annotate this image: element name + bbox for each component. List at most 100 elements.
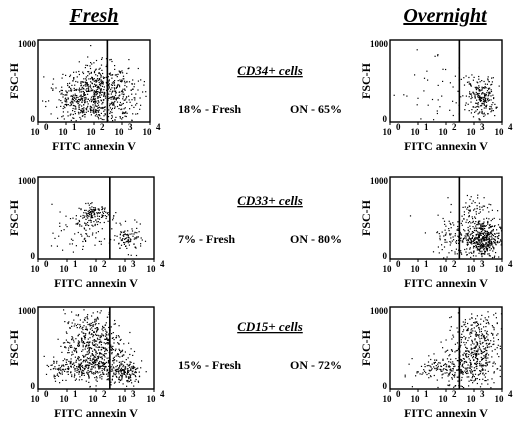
x-tick-exponent: 4 <box>508 122 513 132</box>
x-tick-exponent: 3 <box>131 389 136 399</box>
y-axis-label: FSC-H <box>359 199 373 236</box>
x-tick-label: 10 <box>439 127 449 137</box>
x-tick-exponent: 0 <box>44 389 49 399</box>
x-axis-label: FITC annexin V <box>54 406 138 420</box>
x-tick-label: 10 <box>467 127 477 137</box>
x-tick-exponent: 3 <box>480 259 485 269</box>
x-tick-exponent: 2 <box>102 259 107 269</box>
x-tick-exponent: 2 <box>100 122 105 132</box>
y-tick-label: 0 <box>31 251 36 261</box>
x-tick-exponent: 3 <box>480 389 485 399</box>
y-tick-label: 0 <box>31 381 36 391</box>
x-tick-exponent: 4 <box>508 389 513 399</box>
x-tick-label: 10 <box>147 264 157 274</box>
x-tick-exponent: 2 <box>452 259 457 269</box>
x-axis-label: FITC annexin V <box>404 139 488 153</box>
x-tick-label: 10 <box>31 264 41 274</box>
x-tick-label: 10 <box>89 394 99 404</box>
y-axis-label: FSC-H <box>359 329 373 366</box>
x-tick-label: 10 <box>439 394 449 404</box>
x-tick-exponent: 1 <box>424 389 429 399</box>
y-tick-label: 0 <box>31 114 36 124</box>
scatter-points <box>42 45 147 122</box>
y-tick-label: 1000 <box>18 306 37 316</box>
x-tick-exponent: 1 <box>73 389 78 399</box>
x-tick-exponent: 2 <box>452 389 457 399</box>
x-tick-exponent: 4 <box>160 389 165 399</box>
scatter-points <box>43 309 147 388</box>
fresh-percent-label: 18% - Fresh <box>178 102 241 116</box>
x-tick-label: 10 <box>495 127 505 137</box>
fresh-column-title: Fresh <box>69 5 119 27</box>
x-tick-label: 10 <box>118 264 128 274</box>
x-tick-label: 10 <box>147 394 157 404</box>
row-summary-2: CD15+ cells 15% - Fresh ON - 72% <box>178 319 342 372</box>
x-tick-exponent: 0 <box>396 122 401 132</box>
scatter-points <box>393 49 500 121</box>
overnight-percent-label: ON - 80% <box>290 232 342 246</box>
x-tick-label: 10 <box>411 394 421 404</box>
x-tick-label: 10 <box>118 394 128 404</box>
x-tick-exponent: 1 <box>72 122 77 132</box>
x-tick-exponent: 1 <box>424 259 429 269</box>
x-axis-label: FITC annexin V <box>404 276 488 290</box>
x-tick-label: 10 <box>143 127 153 137</box>
x-tick-label: 10 <box>59 127 69 137</box>
y-tick-label: 1000 <box>18 39 37 49</box>
x-tick-exponent: 3 <box>128 122 133 132</box>
x-tick-exponent: 0 <box>44 259 49 269</box>
x-tick-exponent: 2 <box>102 389 107 399</box>
x-tick-exponent: 3 <box>480 122 485 132</box>
x-tick-label: 10 <box>411 127 421 137</box>
y-tick-label: 1000 <box>370 176 389 186</box>
overnight-percent-label: ON - 65% <box>290 102 342 116</box>
x-tick-exponent: 3 <box>131 259 136 269</box>
x-tick-label: 10 <box>439 264 449 274</box>
x-tick-label: 10 <box>467 394 477 404</box>
x-tick-label: 10 <box>60 394 70 404</box>
x-tick-label: 10 <box>89 264 99 274</box>
x-tick-exponent: 0 <box>396 259 401 269</box>
row-summary-1: CD33+ cells 7% - Fresh ON - 80% <box>178 193 342 246</box>
plot-frame <box>37 176 155 260</box>
x-tick-exponent: 0 <box>396 389 401 399</box>
x-tick-exponent: 0 <box>44 122 49 132</box>
x-tick-exponent: 4 <box>508 259 513 269</box>
x-tick-label: 10 <box>31 127 41 137</box>
y-axis-label: FSC-H <box>359 62 373 99</box>
x-axis-label: FITC annexin V <box>54 276 138 290</box>
row-summary-0: CD34+ cells 18% - Fresh ON - 65% <box>178 63 342 116</box>
x-tick-label: 10 <box>115 127 125 137</box>
x-tick-exponent: 1 <box>424 122 429 132</box>
fresh-percent-label: 15% - Fresh <box>178 358 241 372</box>
population-label: CD15+ cells <box>237 319 303 334</box>
x-axis-label: FITC annexin V <box>404 406 488 420</box>
fresh-percent-label: 7% - Fresh <box>178 232 235 246</box>
x-axis-label: FITC annexin V <box>52 139 136 153</box>
y-axis-label: FSC-H <box>7 199 21 236</box>
y-tick-label: 1000 <box>370 39 389 49</box>
x-tick-label: 10 <box>495 264 505 274</box>
x-tick-label: 10 <box>383 264 393 274</box>
y-tick-label: 1000 <box>370 306 389 316</box>
x-tick-exponent: 1 <box>73 259 78 269</box>
x-tick-label: 10 <box>495 394 505 404</box>
x-tick-label: 10 <box>383 394 393 404</box>
x-tick-exponent: 4 <box>156 122 161 132</box>
y-tick-label: 0 <box>383 381 388 391</box>
y-tick-label: 0 <box>383 114 388 124</box>
overnight-percent-label: ON - 72% <box>290 358 342 372</box>
overnight-column-title: Overnight <box>403 5 488 27</box>
x-tick-exponent: 2 <box>452 122 457 132</box>
x-tick-exponent: 4 <box>160 259 165 269</box>
population-label: CD33+ cells <box>237 193 303 208</box>
x-tick-label: 10 <box>383 127 393 137</box>
